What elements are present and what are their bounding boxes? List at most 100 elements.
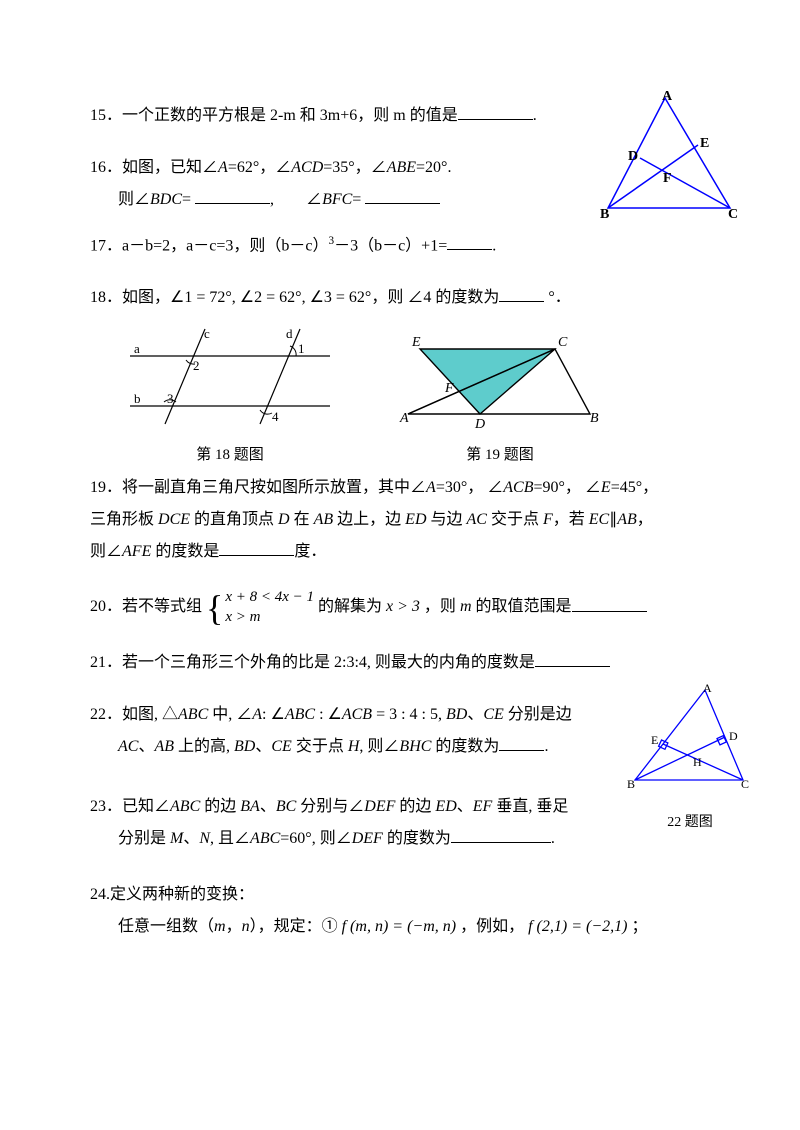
q22-1f: ABC bbox=[285, 706, 315, 723]
q19-1f: E bbox=[601, 479, 611, 496]
f19-e: E bbox=[411, 335, 421, 350]
q23-1f: BC bbox=[276, 798, 296, 815]
q20-sys1: x + 8 < 4x − 1 bbox=[225, 588, 314, 608]
inequality-system: { x + 8 < 4x − 1 x > m bbox=[206, 588, 314, 627]
q16-l1e: =35°，∠ bbox=[323, 159, 386, 176]
q19-2p: AB bbox=[617, 511, 637, 528]
q15-blank bbox=[458, 103, 533, 120]
q16-l1a: 如图，已知∠ bbox=[122, 159, 218, 176]
q23-1i: 的边 bbox=[395, 798, 435, 815]
q23: 23．已知∠ABC 的边 BA、BC 分别与∠DEF 的边 ED、EF 垂直, … bbox=[90, 791, 730, 855]
f18-b: b bbox=[134, 391, 141, 406]
q22-2l: 的度数为 bbox=[431, 738, 499, 755]
q16-l1c: =62°，∠ bbox=[228, 159, 291, 176]
q24-l1: 定义两种新的变换： bbox=[110, 886, 254, 903]
q23-1j: ED bbox=[435, 798, 456, 815]
f18-a: a bbox=[134, 341, 140, 356]
label-e: E bbox=[700, 136, 709, 151]
q19-2k: 交于点 bbox=[487, 511, 543, 528]
q19-num: 19． bbox=[90, 479, 122, 496]
q20-d: 的取值范围是 bbox=[472, 599, 572, 616]
q23-2a: 分别是 bbox=[118, 830, 170, 847]
q20-a: 若不等式组 bbox=[122, 599, 202, 616]
q16-blank2 bbox=[365, 187, 440, 204]
q15-text-a: 一个正数的平方根是 2-m 和 3m+6，则 m 的值是 bbox=[122, 107, 458, 124]
f18-4: 4 bbox=[272, 409, 279, 424]
q23-1g: 分别与∠ bbox=[296, 798, 364, 815]
figure-19: A B C D E F 第 19 题图 bbox=[390, 324, 610, 464]
q17-a: a－b=2，a－c=3，则（b－c） bbox=[122, 237, 328, 254]
q23-2d: N bbox=[199, 830, 210, 847]
q24-2i: ； bbox=[627, 918, 647, 935]
q22-1j: BD bbox=[446, 706, 467, 723]
fig18-svg: a b c d 1 2 3 4 bbox=[120, 324, 340, 434]
fig19-caption: 第 19 题图 bbox=[390, 443, 610, 464]
q18-math: ∠1 = 72°, ∠2 = 62°, ∠3 = 62° bbox=[170, 289, 371, 306]
q19-2d: D bbox=[278, 511, 290, 528]
q16-l1f: ABE bbox=[387, 159, 416, 176]
q22-1c: 中, ∠ bbox=[208, 706, 252, 723]
q22-1b: ABC bbox=[178, 706, 208, 723]
q20-mb: x > 3 bbox=[386, 599, 420, 616]
fig18-caption: 第 18 题图 bbox=[120, 443, 340, 464]
f19-a: A bbox=[399, 411, 409, 426]
q16-l2a: 则∠ bbox=[118, 191, 150, 208]
q16-l2d: , ∠ bbox=[270, 191, 322, 208]
q18-num: 18． bbox=[90, 289, 122, 306]
figure-18: a b c d 1 2 3 4 第 18 题图 bbox=[120, 324, 340, 464]
q16-l2e: BFC bbox=[322, 191, 352, 208]
q19-2i: 与边 bbox=[427, 511, 467, 528]
q22-1a: 如图, △ bbox=[122, 706, 178, 723]
q22-1m: 分别是边 bbox=[504, 706, 572, 723]
q22-1k: 、 bbox=[467, 706, 483, 723]
q22-2b: 、 bbox=[138, 738, 154, 755]
q22-2j: , 则∠ bbox=[359, 738, 399, 755]
q24-2h: f (2,1) = (−2,1) bbox=[528, 918, 627, 935]
f18-2: 2 bbox=[193, 358, 200, 373]
q22-2m: . bbox=[544, 738, 548, 755]
f19-b: B bbox=[590, 411, 599, 426]
q20-mc: m bbox=[460, 599, 472, 616]
q18: 18．如图，∠1 = 72°, ∠2 = 62°, ∠3 = 62°，则 ∠4 … bbox=[90, 282, 730, 314]
q20-num: 20． bbox=[90, 599, 122, 616]
q21: 21．若一个三角形三个外角的比是 2:3:4, 则最大的内角的度数是 bbox=[90, 647, 730, 679]
q19-2l: F bbox=[543, 511, 553, 528]
q23-1l: EF bbox=[473, 798, 493, 815]
q24-2c: ， bbox=[226, 918, 242, 935]
q23-blank bbox=[451, 826, 551, 843]
q19-2f: AB bbox=[314, 511, 334, 528]
f18-1: 1 bbox=[298, 341, 305, 356]
q22-1h: ACB bbox=[342, 706, 372, 723]
q23-1d: BA bbox=[240, 798, 260, 815]
q23-1e: 、 bbox=[260, 798, 276, 815]
q23-2e: , 且∠ bbox=[210, 830, 250, 847]
q23-1h: DEF bbox=[364, 798, 395, 815]
q22-num: 22． bbox=[90, 706, 122, 723]
q16-l1b: A bbox=[218, 159, 228, 176]
q15: 15．一个正数的平方根是 2-m 和 3m+6，则 m 的值是. bbox=[90, 100, 730, 132]
q20-sys2: x > m bbox=[225, 608, 314, 628]
q17-num: 17． bbox=[90, 237, 122, 254]
q22-2d: 上的高, bbox=[174, 738, 234, 755]
q16-blank1 bbox=[195, 187, 270, 204]
q19-2m: ，若 bbox=[553, 511, 589, 528]
q23-1m: 垂直, 垂足 bbox=[492, 798, 568, 815]
q18-blank bbox=[499, 285, 544, 302]
q24-2e: ），规定：① bbox=[250, 918, 342, 935]
q23-2h: DEF bbox=[352, 830, 383, 847]
q20: 20．若不等式组 { x + 8 < 4x − 1 x > m 的解集为 x >… bbox=[90, 588, 730, 627]
fig19-svg: A B C D E F bbox=[390, 324, 610, 434]
q23-2j: . bbox=[551, 830, 555, 847]
q23-2c: 、 bbox=[183, 830, 199, 847]
f18-c: c bbox=[204, 326, 210, 341]
q17: 17．a－b=2，a－c=3，则（b－c）3－3（b－c）+1=. bbox=[90, 230, 730, 262]
q18-a: 如图， bbox=[122, 289, 170, 306]
q16-l2c: = bbox=[182, 191, 195, 208]
f18-3: 3 bbox=[167, 391, 174, 406]
q19-1a: 将一副直角三角尺按如图所示放置，其中∠ bbox=[122, 479, 426, 496]
q21-a: 若一个三角形三个外角的比是 2:3:4, 则最大的内角的度数是 bbox=[122, 654, 535, 671]
q19: 19．将一副直角三角尺按如图所示放置，其中∠A=30°， ∠ACB=90°， ∠… bbox=[90, 472, 730, 568]
q17-b: －3（b－c）+1= bbox=[334, 237, 447, 254]
q16-l1g: =20°. bbox=[416, 159, 451, 176]
q19-blank bbox=[219, 539, 294, 556]
